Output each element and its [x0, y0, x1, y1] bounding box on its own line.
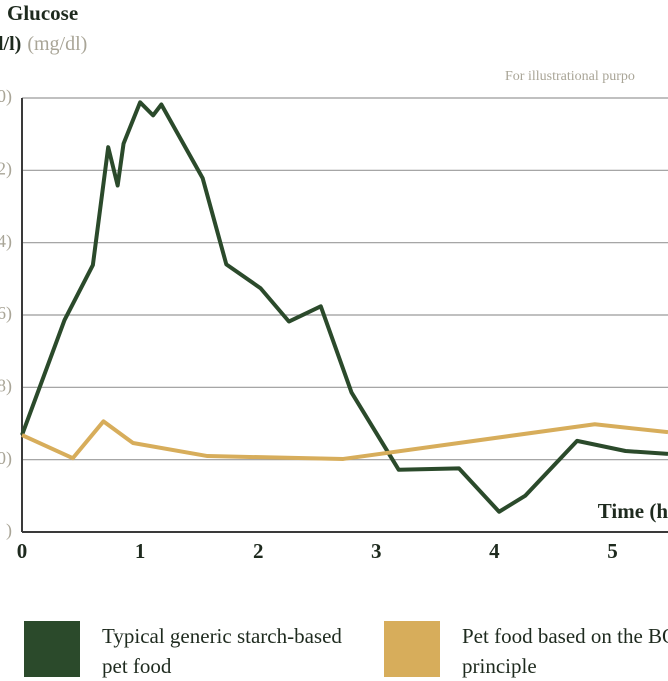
series-line [21, 419, 668, 461]
chart: Glucose l/l) (mg/dl) For illustrational p… [0, 1, 668, 563]
x-tick-label: 4 [489, 539, 500, 563]
y-tick-label: 2) [0, 158, 12, 179]
y-unit: l/l) [0, 33, 21, 55]
x-tick-label: 1 [135, 539, 146, 563]
y-tick-label: 0) [0, 448, 12, 469]
legend-swatch [24, 621, 80, 677]
y-label: Glucose [7, 1, 78, 25]
legend-swatch [384, 621, 440, 677]
x-tick-label: 5 [607, 539, 618, 563]
x-tick-label: 3 [371, 539, 382, 563]
y-unit: (mg/dl) [27, 33, 87, 55]
x-tick-label: 0 [17, 539, 28, 563]
legend-item: Pet food based on the BOF principle [384, 621, 668, 681]
y-tick-label: ) [6, 520, 12, 541]
y-tick-label: 8) [0, 375, 12, 396]
note: For illustrational purpo [505, 69, 635, 84]
y-tick-label: 6) [0, 303, 12, 324]
legend-item: Typical generic starch-based pet food [24, 621, 342, 681]
x-tick-label: 2 [253, 539, 264, 563]
y-units: l/l) (mg/dl) [0, 33, 87, 55]
y-tick-label: 0) [0, 86, 12, 107]
legend-label: Typical generic starch-based pet food [102, 624, 342, 678]
series-line [20, 100, 668, 514]
legend-label: Pet food based on the BOF principle [462, 624, 668, 678]
y-tick-label: 4) [0, 231, 12, 252]
x-label: Time (h [598, 499, 668, 523]
